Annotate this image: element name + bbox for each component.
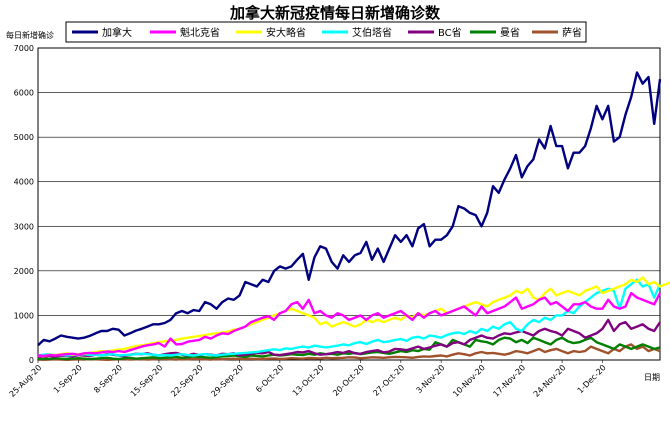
series-line-0: [37, 71, 662, 347]
x-tick-label: 24-Nov-20: [532, 363, 568, 399]
legend-label: 安大略省: [266, 26, 306, 39]
y-tick-label: 2000: [14, 267, 34, 276]
x-tick-label: 15-Sep-20: [129, 363, 165, 399]
y-tick-label: 3000: [14, 222, 34, 231]
series-line-3: [37, 278, 662, 357]
series-line-5: [37, 336, 661, 361]
legend-label: BC省: [438, 26, 462, 39]
legend[interactable]: 加拿大 魁北克省 安大略省 艾伯塔省 BC省 曼省 萨省: [65, 21, 587, 43]
y-axis-title: 每日新增确诊: [6, 30, 54, 40]
chart-title: 加拿大新冠疫情每日新增确诊数: [229, 4, 440, 22]
x-tick-label: 25-Aug-20: [8, 363, 44, 399]
y-tick-label: 5000: [14, 133, 34, 142]
x-tick-label: 3-Nov-20: [414, 363, 446, 395]
x-tick-label: 17-Nov-20: [491, 363, 527, 399]
x-tick-label: 29-Sep-20: [209, 363, 245, 399]
legend-label: 曼省: [500, 26, 520, 39]
x-tick-label: 6-Oct-20: [254, 363, 285, 394]
legend-label: 萨省: [562, 26, 582, 39]
series-layer: [37, 71, 670, 361]
series-line-1: [37, 291, 662, 358]
y-tick-label: 7000: [14, 44, 34, 53]
x-axis-title: 日期: [644, 373, 660, 382]
x-tick-label: 20-Oct-20: [331, 363, 366, 398]
legend-label: 加拿大: [102, 26, 132, 39]
x-tick-label: 27-Oct-20: [371, 363, 406, 398]
x-tick-label: 13-Oct-20: [291, 363, 326, 398]
x-tick-label: 10-Nov-20: [451, 363, 487, 399]
legend-label: 魁北克省: [180, 26, 220, 39]
plot-frame: [37, 47, 661, 361]
x-tick-label: 1-Dec-20: [576, 363, 608, 395]
x-tick-label: 8-Sep-20: [92, 363, 124, 395]
y-tick-label: 1000: [14, 311, 34, 320]
y-tick-label: 0: [29, 356, 34, 365]
x-tick-label: 22-Sep-20: [169, 363, 205, 399]
y-tick-label: 4000: [14, 178, 34, 187]
y-tick-label: 6000: [14, 89, 34, 98]
legend-label: 艾伯塔省: [352, 26, 392, 39]
x-tick-label: 1-Sep-20: [52, 363, 84, 395]
